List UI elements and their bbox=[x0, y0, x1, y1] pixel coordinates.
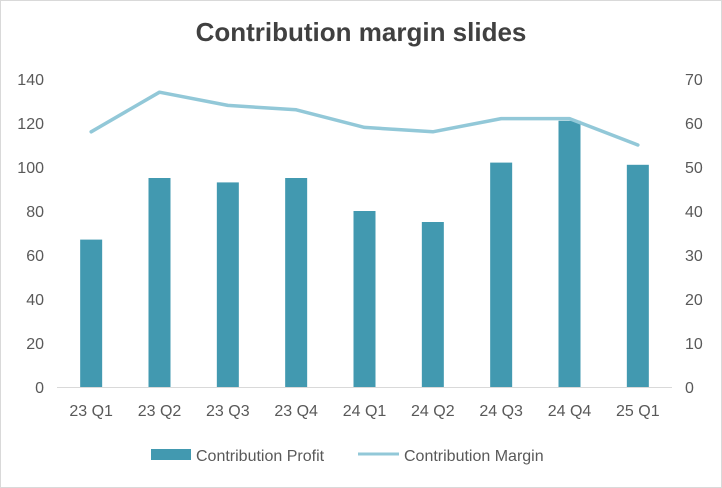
x-tick-label: 23 Q2 bbox=[138, 403, 182, 420]
line-point bbox=[499, 117, 503, 121]
legend-label-contribution-margin: Contribution Margin bbox=[404, 448, 544, 465]
legend-label-contribution-profit: Contribution Profit bbox=[196, 448, 325, 465]
bar bbox=[148, 178, 171, 387]
y-left-tick-label: 20 bbox=[26, 336, 44, 353]
y-right-tick-label: 60 bbox=[685, 116, 703, 133]
y-left-tick-label: 140 bbox=[17, 72, 44, 89]
x-tick-label: 24 Q2 bbox=[411, 403, 455, 420]
legend-swatch-contribution-profit bbox=[151, 449, 191, 460]
x-tick-label: 24 Q4 bbox=[548, 403, 592, 420]
line-point bbox=[568, 117, 571, 121]
legend: Contribution Profit Contribution Margin bbox=[151, 448, 544, 465]
x-tick-label: 23 Q4 bbox=[274, 403, 318, 420]
bar bbox=[80, 239, 103, 387]
bar bbox=[285, 178, 308, 387]
x-tick-label: 23 Q1 bbox=[69, 403, 113, 420]
y-right-tick-label: 70 bbox=[685, 72, 703, 89]
line-point bbox=[158, 90, 161, 94]
chart-title: Contribution margin slides bbox=[196, 17, 527, 47]
line-point bbox=[363, 125, 366, 129]
y-right-tick-label: 30 bbox=[685, 248, 703, 265]
bar bbox=[490, 162, 513, 387]
y-right-tick-label: 20 bbox=[685, 292, 703, 309]
y-right-tick-label: 50 bbox=[685, 160, 703, 177]
y-left-tick-label: 120 bbox=[17, 116, 44, 133]
line-point bbox=[431, 130, 435, 134]
margin-line bbox=[89, 90, 640, 147]
y-axis-left: 0 20 40 60 80 100 120 140 bbox=[17, 72, 44, 397]
bar-series bbox=[80, 120, 649, 388]
y-right-tick-label: 0 bbox=[685, 380, 694, 397]
bar bbox=[353, 211, 376, 387]
bar bbox=[558, 120, 581, 388]
x-tick-label: 23 Q3 bbox=[206, 403, 250, 420]
bar bbox=[421, 222, 444, 387]
y-axis-right: 0 10 20 30 40 50 60 70 bbox=[685, 72, 703, 397]
x-tick-label: 24 Q3 bbox=[479, 403, 523, 420]
y-left-tick-label: 40 bbox=[26, 292, 44, 309]
line-point bbox=[89, 130, 93, 134]
x-tick-label: 24 Q1 bbox=[343, 403, 387, 420]
y-right-tick-label: 10 bbox=[685, 336, 703, 353]
y-left-tick-label: 0 bbox=[35, 380, 44, 397]
line-series bbox=[89, 90, 640, 147]
x-axis: 23 Q1 23 Q2 23 Q3 23 Q4 24 Q1 24 Q2 24 Q3 24 Q4… bbox=[69, 403, 659, 420]
x-tick-label: 25 Q1 bbox=[616, 403, 660, 420]
y-left-tick-label: 80 bbox=[26, 204, 44, 221]
y-right-tick-label: 40 bbox=[685, 204, 703, 221]
line-point bbox=[636, 143, 640, 147]
y-left-tick-label: 60 bbox=[26, 248, 44, 265]
line-point bbox=[226, 103, 230, 107]
bar bbox=[626, 164, 649, 387]
y-left-tick-label: 100 bbox=[17, 160, 44, 177]
line-point bbox=[294, 108, 298, 112]
bar bbox=[216, 182, 239, 387]
